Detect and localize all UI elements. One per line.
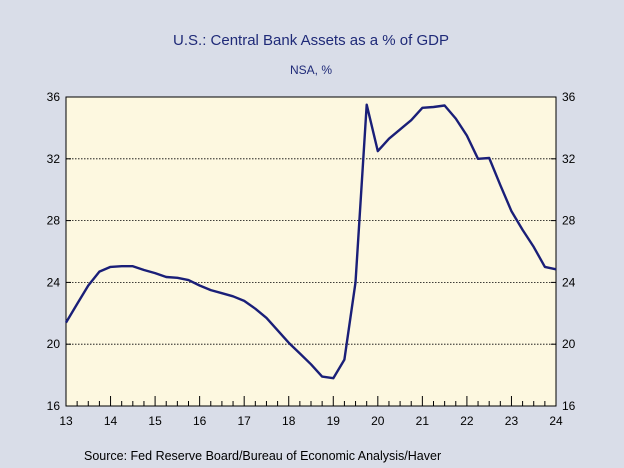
y-tick-label-left: 20 xyxy=(47,337,61,351)
y-tick-label-left: 28 xyxy=(47,214,61,228)
y-tick-label-left: 36 xyxy=(47,90,61,104)
x-tick-label: 17 xyxy=(238,414,252,428)
y-tick-label-right: 32 xyxy=(562,152,576,166)
x-tick-label: 23 xyxy=(505,414,519,428)
y-tick-label-right: 20 xyxy=(562,337,576,351)
x-tick-label: 20 xyxy=(371,414,385,428)
x-tick-label: 15 xyxy=(148,414,162,428)
y-tick-label-right: 28 xyxy=(562,214,576,228)
y-tick-label-right: 24 xyxy=(562,275,576,289)
y-tick-label-left: 16 xyxy=(47,399,61,413)
y-tick-label-right: 16 xyxy=(562,399,576,413)
axis-labels: 16 16 20 20 24 24 28 28 32 32 36 36 13 14 15 16 17 18 19 20… xyxy=(47,90,576,428)
x-tick-label: 21 xyxy=(416,414,430,428)
y-tick-label-right: 36 xyxy=(562,90,576,104)
axis-ticks xyxy=(65,96,557,407)
x-tick-label: 22 xyxy=(460,414,474,428)
x-tick-label: 24 xyxy=(549,414,563,428)
grid-lines xyxy=(66,158,556,345)
x-tick-label: 18 xyxy=(282,414,296,428)
series-line xyxy=(64,103,557,380)
x-tick-label: 16 xyxy=(193,414,207,428)
y-tick-label-left: 32 xyxy=(47,152,61,166)
plot-area xyxy=(65,96,557,407)
source-note: Source: Fed Reserve Board/Bureau of Econ… xyxy=(84,449,441,463)
chart-title: U.S.: Central Bank Assets as a % of GDP xyxy=(173,32,449,49)
x-tick-label: 19 xyxy=(327,414,341,428)
chart-subtitle: NSA, % xyxy=(290,63,332,77)
x-tick-label: 13 xyxy=(59,414,73,428)
y-tick-label-left: 24 xyxy=(47,275,61,289)
x-tick-label: 14 xyxy=(104,414,118,428)
